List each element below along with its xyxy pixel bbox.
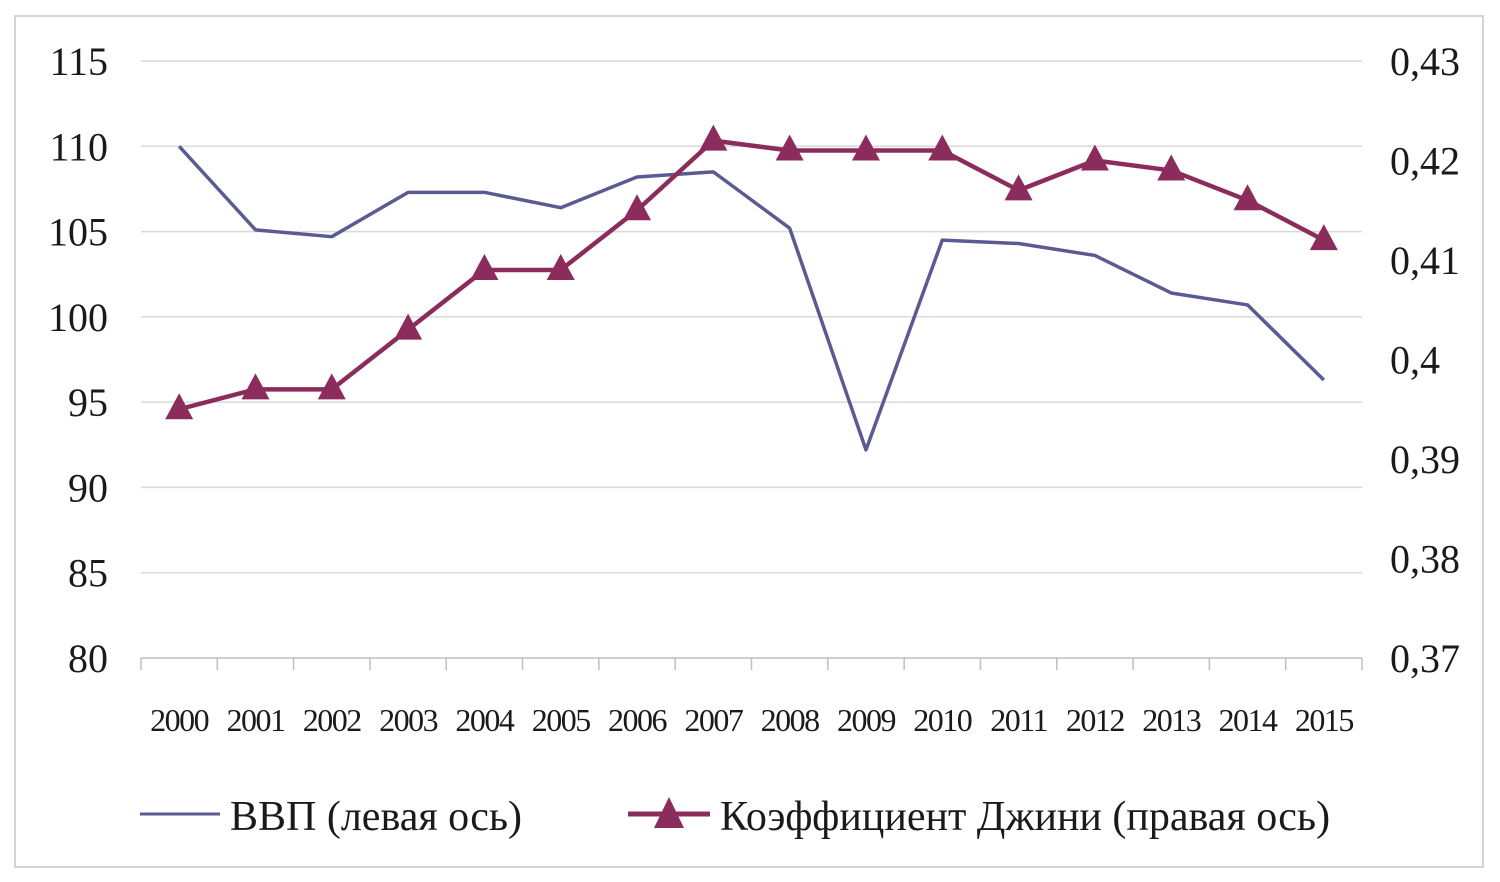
chart-frame — [14, 15, 1484, 868]
y-left-tick-label: 100 — [48, 295, 108, 340]
gini-point-marker — [546, 253, 575, 280]
x-tick-label: 2011 — [990, 702, 1047, 738]
gini-point-marker — [851, 134, 880, 161]
x-tick-label: 2004 — [455, 702, 515, 738]
gini-line — [178, 138, 1325, 412]
legend-gini-label: Коэффициент Джини (правая ось) — [720, 794, 1330, 840]
y-right-tick-label: 0,37 — [1390, 636, 1460, 681]
gini-point-marker — [241, 373, 270, 400]
gdp-line — [177, 145, 1326, 452]
gini-point-marker — [623, 194, 652, 221]
x-tick-label: 2003 — [379, 702, 438, 738]
x-tick-label: 2006 — [608, 702, 668, 738]
gini-point-marker — [775, 134, 804, 161]
gini-point-marker — [470, 253, 499, 280]
gini-point-marker — [1233, 184, 1262, 211]
x-tick-label: 2012 — [1066, 702, 1125, 738]
x-tick-label: 2005 — [532, 702, 591, 738]
y-left-tick-label: 95 — [68, 380, 108, 425]
gini-point-marker — [165, 393, 194, 420]
y-axis-left: 115 110 105 100 95 90 85 80 — [48, 39, 108, 681]
gini-point-marker — [1309, 224, 1338, 251]
series-gdp — [177, 145, 1326, 452]
y-left-tick-label: 90 — [68, 465, 108, 510]
gini-point-marker — [394, 313, 423, 340]
y-right-tick-label: 0,4 — [1390, 338, 1440, 383]
series-gini — [165, 124, 1338, 420]
x-tick-label: 2014 — [1219, 702, 1279, 738]
y-left-tick-label: 115 — [49, 39, 108, 84]
y-left-tick-label: 80 — [68, 636, 108, 681]
x-tick-label: 2010 — [913, 702, 972, 738]
gini-point-marker — [699, 124, 728, 151]
x-tick-label: 2007 — [684, 702, 744, 738]
x-axis: 2000 2001 2002 2003 2004 2005 2006 2007 2008 2009… — [140, 658, 1363, 738]
legend-gini-marker — [654, 797, 684, 828]
y-left-tick-label: 110 — [49, 124, 108, 169]
gini-point-marker — [1157, 154, 1186, 181]
gini-point-marker — [928, 134, 957, 161]
gini-point-marker — [317, 373, 346, 400]
gini-point-marker — [1080, 144, 1109, 171]
x-tick-label: 2013 — [1142, 702, 1201, 738]
x-tick-label: 2015 — [1295, 702, 1354, 738]
y-right-tick-label: 0,43 — [1390, 39, 1460, 84]
y-right-tick-label: 0,41 — [1390, 238, 1460, 283]
x-tick-label: 2009 — [837, 702, 896, 738]
y-right-tick-label: 0,42 — [1390, 139, 1460, 184]
x-tick-label: 2001 — [226, 702, 285, 738]
y-axis-right: 0,43 0,42 0,41 0,4 0,39 0,38 0,37 — [1390, 39, 1460, 681]
y-right-tick-label: 0,38 — [1390, 537, 1460, 582]
x-tick-label: 2000 — [150, 702, 209, 738]
legend-gdp-label: ВВП (левая ось) — [230, 794, 522, 840]
gridlines — [141, 60, 1362, 659]
y-left-tick-label: 85 — [68, 551, 108, 596]
x-tick-label: 2008 — [761, 702, 820, 738]
y-right-tick-label: 0,39 — [1390, 437, 1460, 482]
gini-point-marker — [1004, 174, 1033, 201]
x-tick-label: 2002 — [303, 702, 362, 738]
y-left-tick-label: 105 — [48, 210, 108, 255]
legend: ВВП (левая ось) Коэффициент Джини (права… — [140, 794, 1330, 840]
